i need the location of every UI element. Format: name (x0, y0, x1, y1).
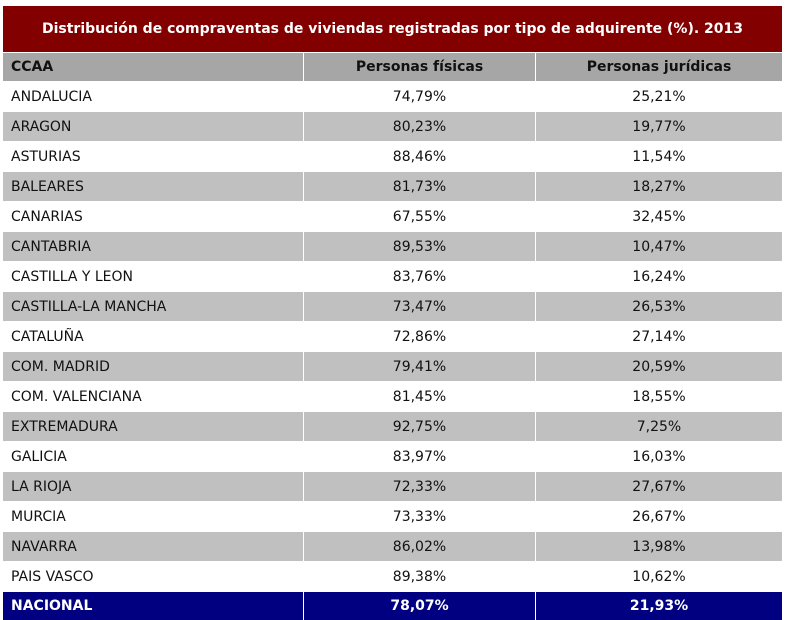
personas-fisicas-cell: 89,53% (304, 232, 536, 262)
personas-juridicas-cell: 27,67% (536, 472, 783, 502)
region-cell: CANARIAS (3, 202, 304, 232)
personas-juridicas-cell: 20,59% (536, 352, 783, 382)
personas-fisicas-cell: 73,47% (304, 292, 536, 322)
personas-juridicas-cell: 21,93% (536, 592, 783, 620)
region-cell: GALICIA (3, 442, 304, 472)
region-cell: PAIS VASCO (3, 562, 304, 592)
region-cell: COM. MADRID (3, 352, 304, 382)
personas-fisicas-cell: 81,73% (304, 172, 536, 202)
region-cell: ASTURIAS (3, 142, 304, 172)
personas-juridicas-cell: 26,67% (536, 502, 783, 532)
table-title: Distribución de compraventas de vivienda… (3, 6, 783, 53)
region-cell: CASTILLA-LA MANCHA (3, 292, 304, 322)
region-cell: NACIONAL (3, 592, 304, 620)
personas-juridicas-cell: 13,98% (536, 532, 783, 562)
region-cell: EXTREMADURA (3, 412, 304, 442)
personas-juridicas-cell: 32,45% (536, 202, 783, 232)
column-header-personas-fisicas: Personas físicas (304, 53, 536, 82)
personas-juridicas-cell: 25,21% (536, 82, 783, 112)
title-row: Distribución de compraventas de vivienda… (3, 6, 783, 53)
column-header-ccaa: CCAA (3, 53, 304, 82)
personas-fisicas-cell: 83,97% (304, 442, 536, 472)
personas-juridicas-cell: 10,47% (536, 232, 783, 262)
personas-fisicas-cell: 74,79% (304, 82, 536, 112)
column-header-personas-juridicas: Personas jurídicas (536, 53, 783, 82)
personas-fisicas-cell: 73,33% (304, 502, 536, 532)
region-cell: ANDALUCIA (3, 82, 304, 112)
personas-fisicas-cell: 92,75% (304, 412, 536, 442)
personas-fisicas-cell: 80,23% (304, 112, 536, 142)
data-table: Distribución de compraventas de vivienda… (2, 6, 783, 620)
personas-juridicas-cell: 26,53% (536, 292, 783, 322)
personas-fisicas-cell: 78,07% (304, 592, 536, 620)
region-cell: COM. VALENCIANA (3, 382, 304, 412)
personas-juridicas-cell: 10,62% (536, 562, 783, 592)
region-cell: NAVARRA (3, 532, 304, 562)
personas-juridicas-cell: 19,77% (536, 112, 783, 142)
personas-fisicas-cell: 79,41% (304, 352, 536, 382)
personas-juridicas-cell: 18,55% (536, 382, 783, 412)
personas-fisicas-cell: 88,46% (304, 142, 536, 172)
personas-fisicas-cell: 72,33% (304, 472, 536, 502)
personas-juridicas-cell: 11,54% (536, 142, 783, 172)
personas-juridicas-cell: 18,27% (536, 172, 783, 202)
personas-fisicas-cell: 83,76% (304, 262, 536, 292)
region-cell: MURCIA (3, 502, 304, 532)
region-cell: CANTABRIA (3, 232, 304, 262)
personas-juridicas-cell: 7,25% (536, 412, 783, 442)
personas-juridicas-cell: 16,03% (536, 442, 783, 472)
region-cell: CASTILLA Y LEON (3, 262, 304, 292)
personas-fisicas-cell: 72,86% (304, 322, 536, 352)
personas-juridicas-cell: 16,24% (536, 262, 783, 292)
region-cell: ARAGON (3, 112, 304, 142)
region-cell: CATALUÑA (3, 322, 304, 352)
personas-fisicas-cell: 89,38% (304, 562, 536, 592)
personas-fisicas-cell: 67,55% (304, 202, 536, 232)
personas-fisicas-cell: 81,45% (304, 382, 536, 412)
header-row: CCAA Personas físicas Personas jurídicas (3, 53, 783, 82)
region-cell: LA RIOJA (3, 472, 304, 502)
region-cell: BALEARES (3, 172, 304, 202)
personas-juridicas-cell: 27,14% (536, 322, 783, 352)
personas-fisicas-cell: 86,02% (304, 532, 536, 562)
